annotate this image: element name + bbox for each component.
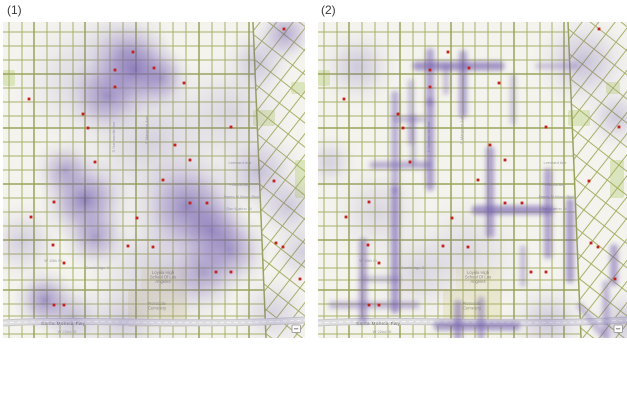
park-area <box>291 82 305 94</box>
accident-point <box>488 143 492 147</box>
accident-point <box>229 125 233 129</box>
accident-point <box>529 270 533 274</box>
accident-point <box>450 216 454 220</box>
accident-point <box>503 201 507 205</box>
accident-point <box>428 85 432 89</box>
kernel-density-layer <box>3 22 305 338</box>
accident-point <box>544 125 548 129</box>
accident-point <box>367 200 371 204</box>
accident-point <box>86 126 90 130</box>
accident-point <box>503 158 507 162</box>
accident-point <box>113 85 117 89</box>
accident-point <box>62 261 66 265</box>
accident-point <box>173 143 177 147</box>
accident-point <box>52 200 56 204</box>
accident-point <box>62 303 66 307</box>
accident-point <box>497 81 501 85</box>
accident-point <box>282 27 286 31</box>
accident-point <box>131 50 135 54</box>
accident-point <box>613 277 617 281</box>
accident-point <box>188 201 192 205</box>
accident-point <box>188 158 192 162</box>
panel-1-label: (1) <box>7 3 22 17</box>
svg-text:Francis Ave: Francis Ave <box>545 182 567 187</box>
accident-point <box>366 243 370 247</box>
accident-point <box>52 303 56 307</box>
accident-point <box>27 97 31 101</box>
accident-point <box>467 66 471 70</box>
accident-point <box>377 261 381 265</box>
accident-point <box>81 112 85 116</box>
accident-point <box>344 215 348 219</box>
accident-point <box>520 201 524 205</box>
accident-point <box>182 81 186 85</box>
accident-point <box>298 277 302 281</box>
accident-point <box>441 244 445 248</box>
accident-point <box>596 245 600 249</box>
accident-point <box>367 303 371 307</box>
svg-text:Leeward Ave: Leeward Ave <box>543 160 567 165</box>
accident-point <box>446 50 450 54</box>
accident-point <box>597 27 601 31</box>
accident-point <box>161 178 165 182</box>
accident-point <box>342 97 346 101</box>
accident-point <box>126 244 130 248</box>
accident-point <box>408 160 412 164</box>
map-attribution-icon <box>291 324 301 333</box>
accident-point <box>229 270 233 274</box>
network-density-map: Leeward Ave Francis Ave James M Wood Blvd S… <box>318 22 627 338</box>
freeway-label: Santa Monica Fwy <box>356 321 400 326</box>
panel-2-label: (2) <box>321 3 336 17</box>
accident-points-layer <box>342 27 621 307</box>
map-attribution-icon <box>613 324 623 333</box>
accident-point <box>135 216 139 220</box>
accident-point <box>587 179 591 183</box>
accident-point <box>274 241 278 245</box>
accident-point <box>272 179 276 183</box>
accident-point <box>151 245 155 249</box>
accident-point <box>476 178 480 182</box>
accident-point <box>544 270 548 274</box>
accident-point <box>113 68 117 72</box>
svg-text:San Marino St: San Marino St <box>541 206 567 211</box>
accident-point <box>214 270 218 274</box>
accident-point <box>29 215 33 219</box>
svg-text:James M Wood Blvd: James M Wood Blvd <box>538 194 575 199</box>
accident-point <box>466 245 470 249</box>
svg-text:S Mariposa Ave: S Mariposa Ave <box>459 115 464 144</box>
accident-point <box>281 245 285 249</box>
legend: Late night road accident locations Road … <box>0 342 320 410</box>
accident-point <box>401 126 405 130</box>
accident-point <box>51 243 55 247</box>
accident-point <box>428 68 432 72</box>
accident-points-layer <box>27 27 302 307</box>
accident-point <box>617 125 621 129</box>
accident-point <box>589 241 593 245</box>
accident-point <box>377 303 381 307</box>
accident-point <box>152 66 156 70</box>
accident-point <box>396 112 400 116</box>
svg-text:W 22nd St: W 22nd St <box>373 329 393 334</box>
park-area <box>610 160 624 198</box>
accident-point <box>205 201 209 205</box>
accident-point <box>93 160 97 164</box>
